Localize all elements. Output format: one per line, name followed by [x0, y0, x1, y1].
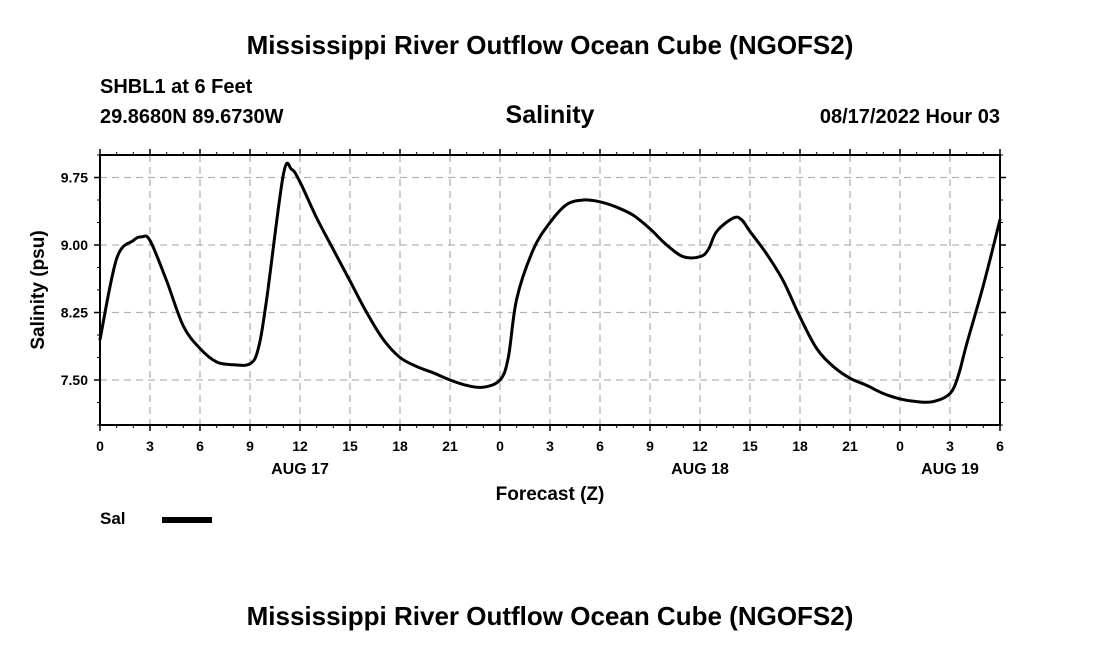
y-tick-label: 8.25 [61, 305, 88, 321]
x-axis-label: Forecast (Z) [496, 484, 605, 505]
x-tick-label: 3 [146, 438, 154, 454]
x-tick-label: 0 [896, 438, 904, 454]
x-tick-label: 6 [196, 438, 204, 454]
x-tick-label: 15 [742, 438, 758, 454]
x-tick-label: 3 [946, 438, 954, 454]
legend-line-sal [162, 517, 212, 523]
x-tick-label: 12 [692, 438, 708, 454]
x-tick-label: 21 [842, 438, 858, 454]
x-tick-label: 3 [546, 438, 554, 454]
grid-lines [100, 155, 1000, 425]
y-axis-label: Salinity (psu) [28, 230, 49, 349]
x-tick-label: 9 [646, 438, 654, 454]
series-layer [98, 161, 1002, 404]
page-title: Mississippi River Outflow Ocean Cube (NG… [246, 30, 854, 60]
x-tick-label: 0 [96, 438, 104, 454]
axis-tick-labels: 0 3 6 9 12 15 18 21 0 3 6 9 12 15 18 21 0 3 6 AUG 17 AUG 18 A… [61, 170, 1004, 479]
x-tick-label: 18 [792, 438, 808, 454]
x-day-label: AUG 17 [271, 461, 329, 478]
y-tick-label: 9.75 [61, 170, 88, 186]
station-label: SHBL1 at 6 Feet [100, 76, 253, 98]
x-tick-label: 0 [496, 438, 504, 454]
x-tick-label: 21 [442, 438, 458, 454]
station-coords: 29.8680N 89.6730W [100, 106, 284, 128]
salinity-chart: 0 3 6 9 12 15 18 21 0 3 6 9 12 15 18 21 0 3 6 AUG 17 AUG 18 A… [28, 149, 1006, 505]
x-tick-label: 6 [996, 438, 1004, 454]
footer-title: Mississippi River Outflow Ocean Cube (NG… [246, 601, 854, 631]
x-tick-label: 12 [292, 438, 308, 454]
x-day-label: AUG 19 [921, 461, 979, 478]
legend-label: Sal [100, 509, 126, 528]
y-tick-label: 7.50 [61, 372, 88, 388]
chart-title: Salinity [505, 101, 595, 129]
x-tick-label: 15 [342, 438, 358, 454]
x-day-label: AUG 18 [671, 461, 729, 478]
x-tick-label: 9 [246, 438, 254, 454]
y-tick-label: 9.00 [61, 237, 88, 253]
forecast-datetime: 08/17/2022 Hour 03 [819, 106, 1000, 128]
plot-frame [99, 154, 1001, 426]
series-line-sal [98, 161, 1002, 404]
x-tick-label: 6 [596, 438, 604, 454]
x-tick-label: 18 [392, 438, 408, 454]
